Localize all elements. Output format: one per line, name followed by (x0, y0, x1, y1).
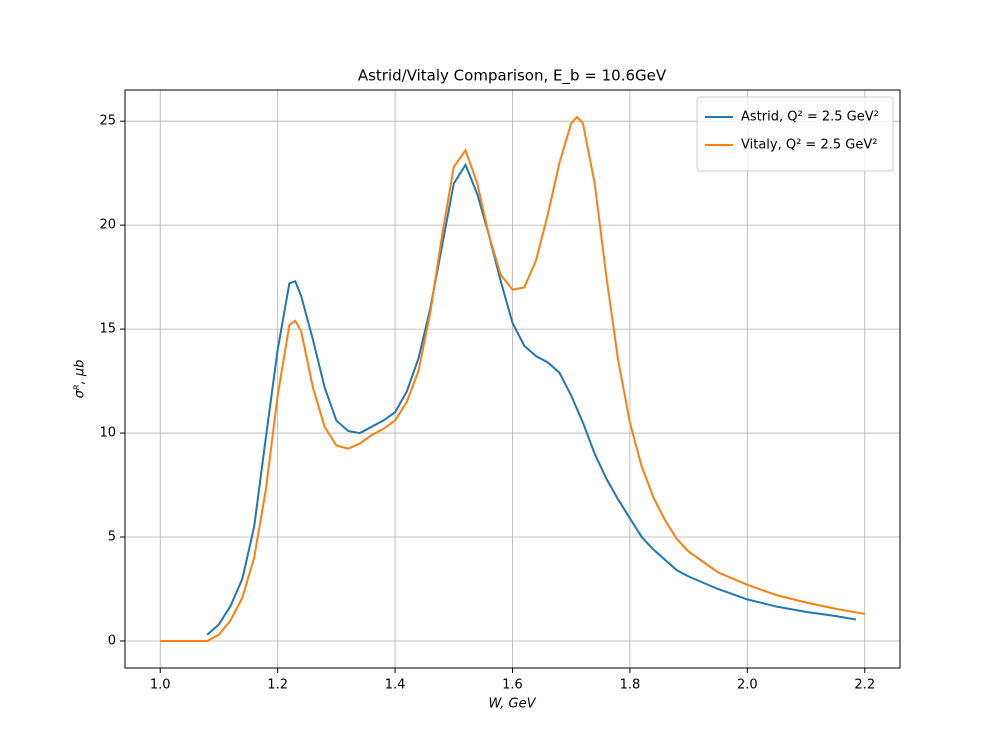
x-tick-label: 2.2 (854, 678, 875, 693)
x-tick-label: 1.8 (620, 678, 641, 693)
y-tick-label: 20 (99, 218, 116, 233)
legend-label: Astrid, Q² = 2.5 GeV² (741, 110, 879, 125)
x-tick-label: 2.0 (737, 678, 758, 693)
y-tick-label: 25 (99, 114, 116, 129)
series-line (206, 162, 857, 636)
y-tick-label: 15 (99, 322, 116, 337)
x-tick-label: 1.4 (385, 678, 406, 693)
x-tick-label: 1.6 (502, 678, 523, 693)
plot-frame (124, 89, 901, 669)
y-tick-label: 5 (108, 530, 116, 545)
y-axis-label: σᴿ, μb (73, 360, 88, 399)
y-tick-label: 0 (108, 633, 116, 648)
legend-label: Vitaly, Q² = 2.5 GeV² (741, 138, 877, 153)
series-line (160, 115, 865, 642)
legend-box (696, 96, 894, 172)
x-tick-label: 1.2 (267, 678, 288, 693)
y-tick-label: 10 (99, 426, 116, 441)
x-axis-label: W, GeV (488, 697, 536, 712)
x-tick-label: 1.0 (150, 678, 171, 693)
chart-title: Astrid/Vitaly Comparison, E_b = 10.6GeV (358, 67, 667, 86)
